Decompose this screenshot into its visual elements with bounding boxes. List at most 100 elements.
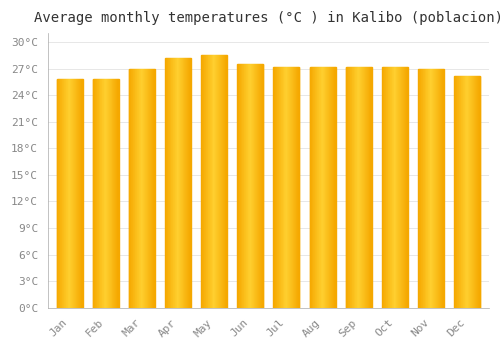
Bar [280,67,281,308]
Bar [332,67,333,308]
Bar [471,76,472,308]
Bar [167,58,168,308]
Bar [62,79,63,308]
Bar [390,67,391,308]
Bar [98,79,99,308]
Bar [184,58,185,308]
Bar [472,76,473,308]
Bar [281,67,282,308]
Bar [467,76,468,308]
Bar [61,79,62,308]
Bar [425,69,426,308]
Bar [349,67,350,308]
Bar [251,64,252,308]
Bar [152,69,153,308]
Bar [69,79,70,308]
Bar [224,55,225,308]
Bar [70,79,71,308]
Bar [106,79,107,308]
Bar [102,79,103,308]
Bar [364,67,365,308]
Bar [112,79,113,308]
Bar [72,79,73,308]
Bar [435,69,436,308]
Bar [333,67,334,308]
Bar [322,67,323,308]
Bar [252,64,253,308]
Bar [132,69,134,308]
Bar [148,69,149,308]
Bar [210,55,211,308]
Bar [216,55,218,308]
Bar [475,76,476,308]
Bar [282,67,283,308]
Bar [100,79,101,308]
Bar [383,67,384,308]
Bar [283,67,284,308]
Bar [206,55,207,308]
Bar [439,69,440,308]
Bar [423,69,424,308]
Bar [183,58,184,308]
Bar [189,58,190,308]
Bar [402,67,404,308]
Bar [141,69,142,308]
Bar [404,67,406,308]
Bar [469,76,470,308]
Bar [320,67,322,308]
Bar [294,67,295,308]
Bar [131,69,132,308]
Bar [65,79,66,308]
Bar [397,67,398,308]
Bar [335,67,336,308]
Bar [220,55,222,308]
Bar [347,67,348,308]
Bar [334,67,335,308]
Bar [357,67,358,308]
Bar [115,79,116,308]
Bar [174,58,176,308]
Bar [434,69,435,308]
Bar [58,79,59,308]
Bar [242,64,243,308]
Bar [78,79,80,308]
Bar [433,69,434,308]
Bar [351,67,352,308]
Bar [204,55,205,308]
Bar [168,58,169,308]
Bar [316,67,318,308]
Bar [297,67,298,308]
Bar [71,79,72,308]
Bar [243,64,244,308]
Bar [468,76,469,308]
Bar [238,64,239,308]
Bar [474,76,475,308]
Bar [185,58,186,308]
Bar [104,79,105,308]
Bar [327,67,328,308]
Bar [330,67,331,308]
Bar [101,79,102,308]
Bar [169,58,170,308]
Bar [298,67,299,308]
Bar [172,58,173,308]
Bar [202,55,203,308]
Bar [313,67,314,308]
Bar [395,67,396,308]
Bar [299,67,300,308]
Bar [331,67,332,308]
Bar [350,67,351,308]
Bar [384,67,385,308]
Bar [130,69,131,308]
Bar [150,69,151,308]
Bar [352,67,353,308]
Bar [129,69,130,308]
Bar [286,67,287,308]
Bar [254,64,255,308]
Bar [209,55,210,308]
Bar [60,79,61,308]
Bar [382,67,383,308]
Bar [353,67,354,308]
Bar [464,76,465,308]
Bar [218,55,220,308]
